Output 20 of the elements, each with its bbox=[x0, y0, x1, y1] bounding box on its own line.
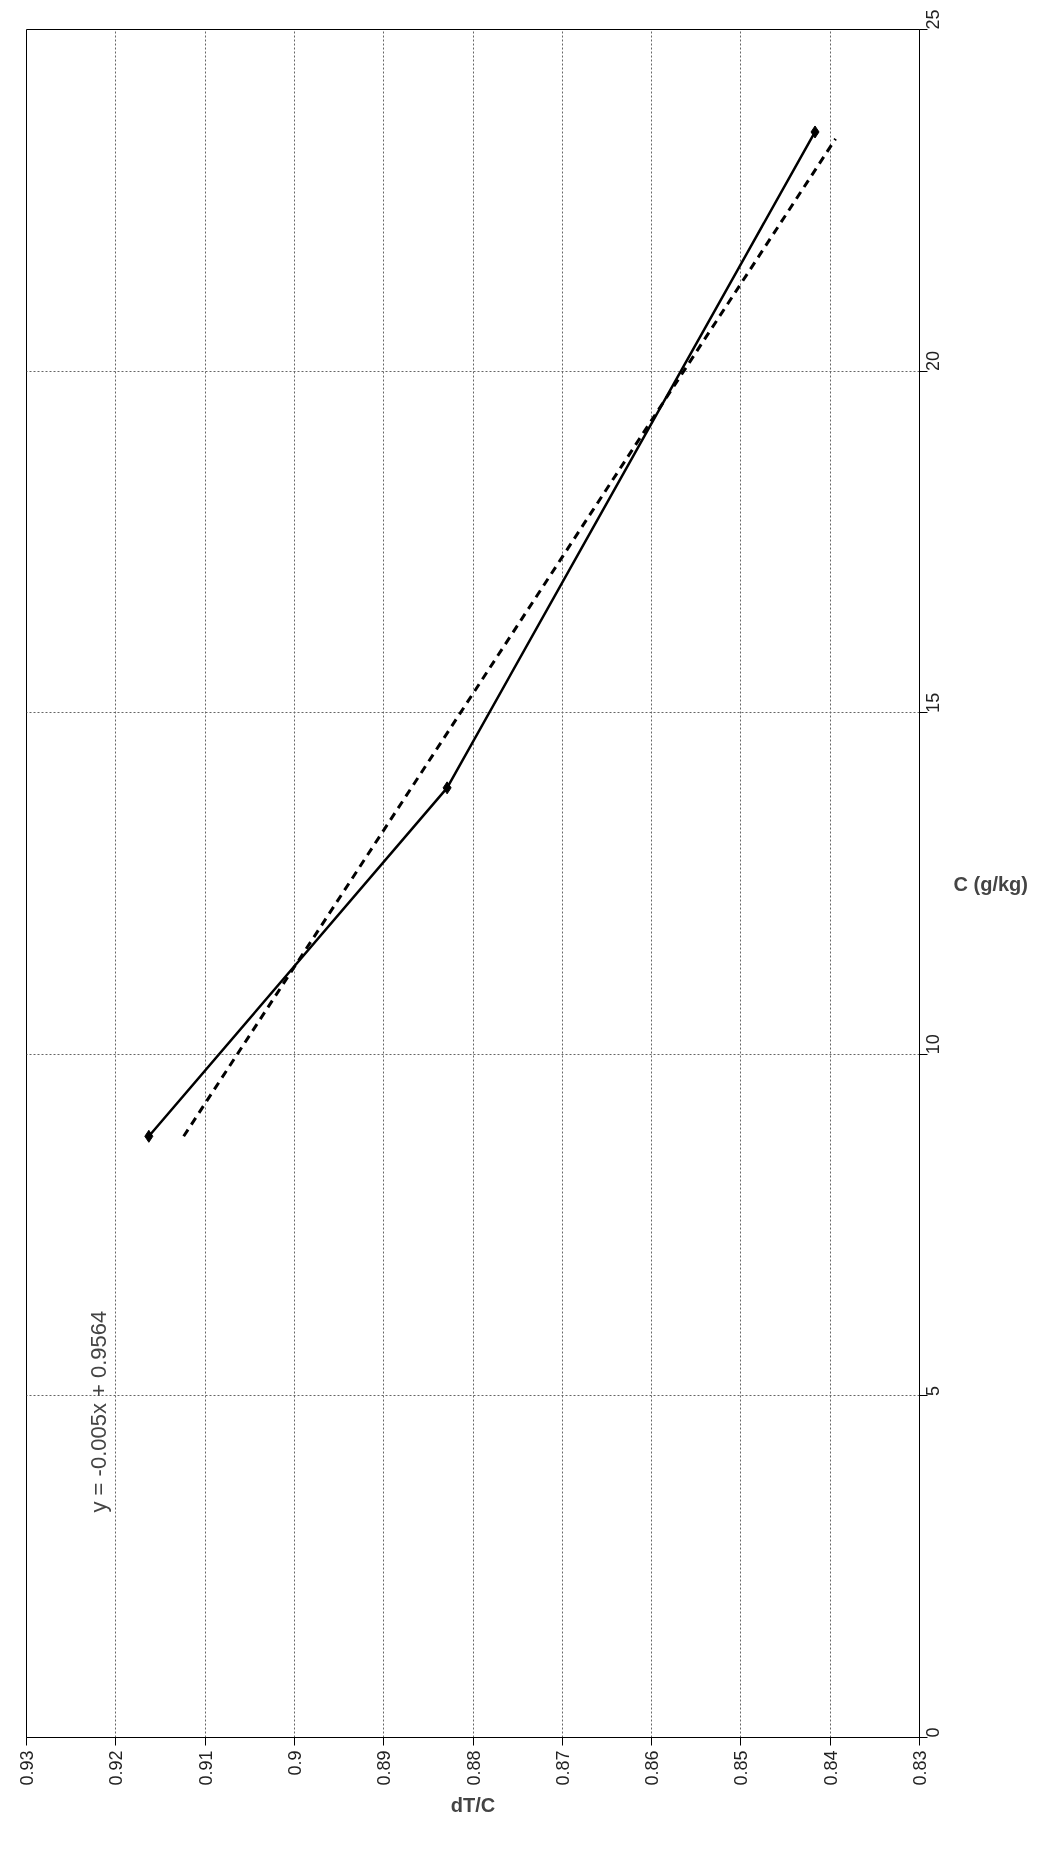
x-tick-label: 0.91 bbox=[195, 1750, 216, 1786]
y-tick-label: 10 bbox=[923, 1034, 943, 1055]
x-tick-label: 0.9 bbox=[284, 1750, 305, 1776]
x-tick-label: 0.89 bbox=[374, 1750, 395, 1786]
x-tick-label: 0.88 bbox=[463, 1750, 484, 1786]
x-tick-label: 0.86 bbox=[642, 1750, 663, 1786]
x-axis-title: dT/C bbox=[450, 1793, 496, 1816]
x-tick-label: 0.92 bbox=[106, 1750, 127, 1786]
y-tick-label: 20 bbox=[923, 351, 943, 372]
x-tick-label: 0.93 bbox=[17, 1750, 37, 1786]
x-tick-label: 0.83 bbox=[910, 1750, 930, 1786]
y-tick-label: 25 bbox=[923, 9, 943, 30]
x-tick-label: 0.87 bbox=[552, 1750, 573, 1786]
x-tick-label: 0.85 bbox=[731, 1750, 752, 1786]
y-axis-title: C (g/kg) bbox=[953, 872, 1028, 895]
y-tick-label: 5 bbox=[923, 1385, 943, 1396]
y-tick-label: 0 bbox=[923, 1727, 943, 1738]
y-tick-label: 15 bbox=[923, 692, 943, 713]
annotation: y = -0.005x + 0.9564 bbox=[86, 1310, 111, 1513]
x-tick-label: 0.84 bbox=[820, 1750, 841, 1786]
